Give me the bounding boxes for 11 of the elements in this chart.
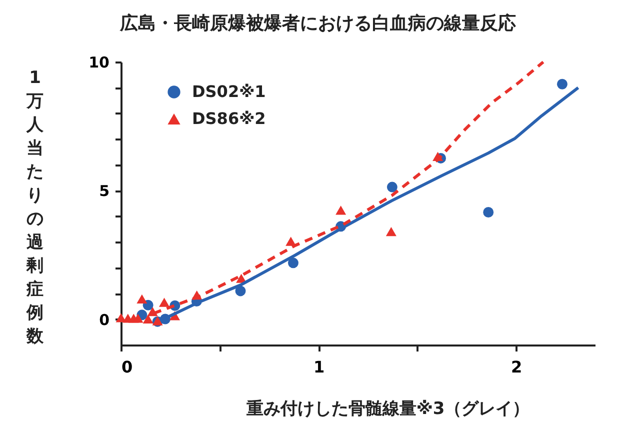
x-tick-label: 1 xyxy=(313,358,325,376)
legend-label: DS02※1 xyxy=(192,82,266,101)
chart-title: 広島・長崎原爆被爆者における白血病の線量反応 xyxy=(119,13,516,34)
x-tick-label: 0 xyxy=(122,358,133,376)
y-tick-label: 5 xyxy=(99,182,110,200)
y-tick-label: 10 xyxy=(88,54,110,72)
x-tick-label: 2 xyxy=(510,358,522,376)
text: 1万人当たりの過剰症例数 xyxy=(26,68,44,346)
legend-label: DS86※2 xyxy=(192,109,266,128)
x-axis-title: 重み付けした骨髄線量※3（グレイ） xyxy=(245,399,530,419)
y-tick-label: 0 xyxy=(99,310,110,329)
